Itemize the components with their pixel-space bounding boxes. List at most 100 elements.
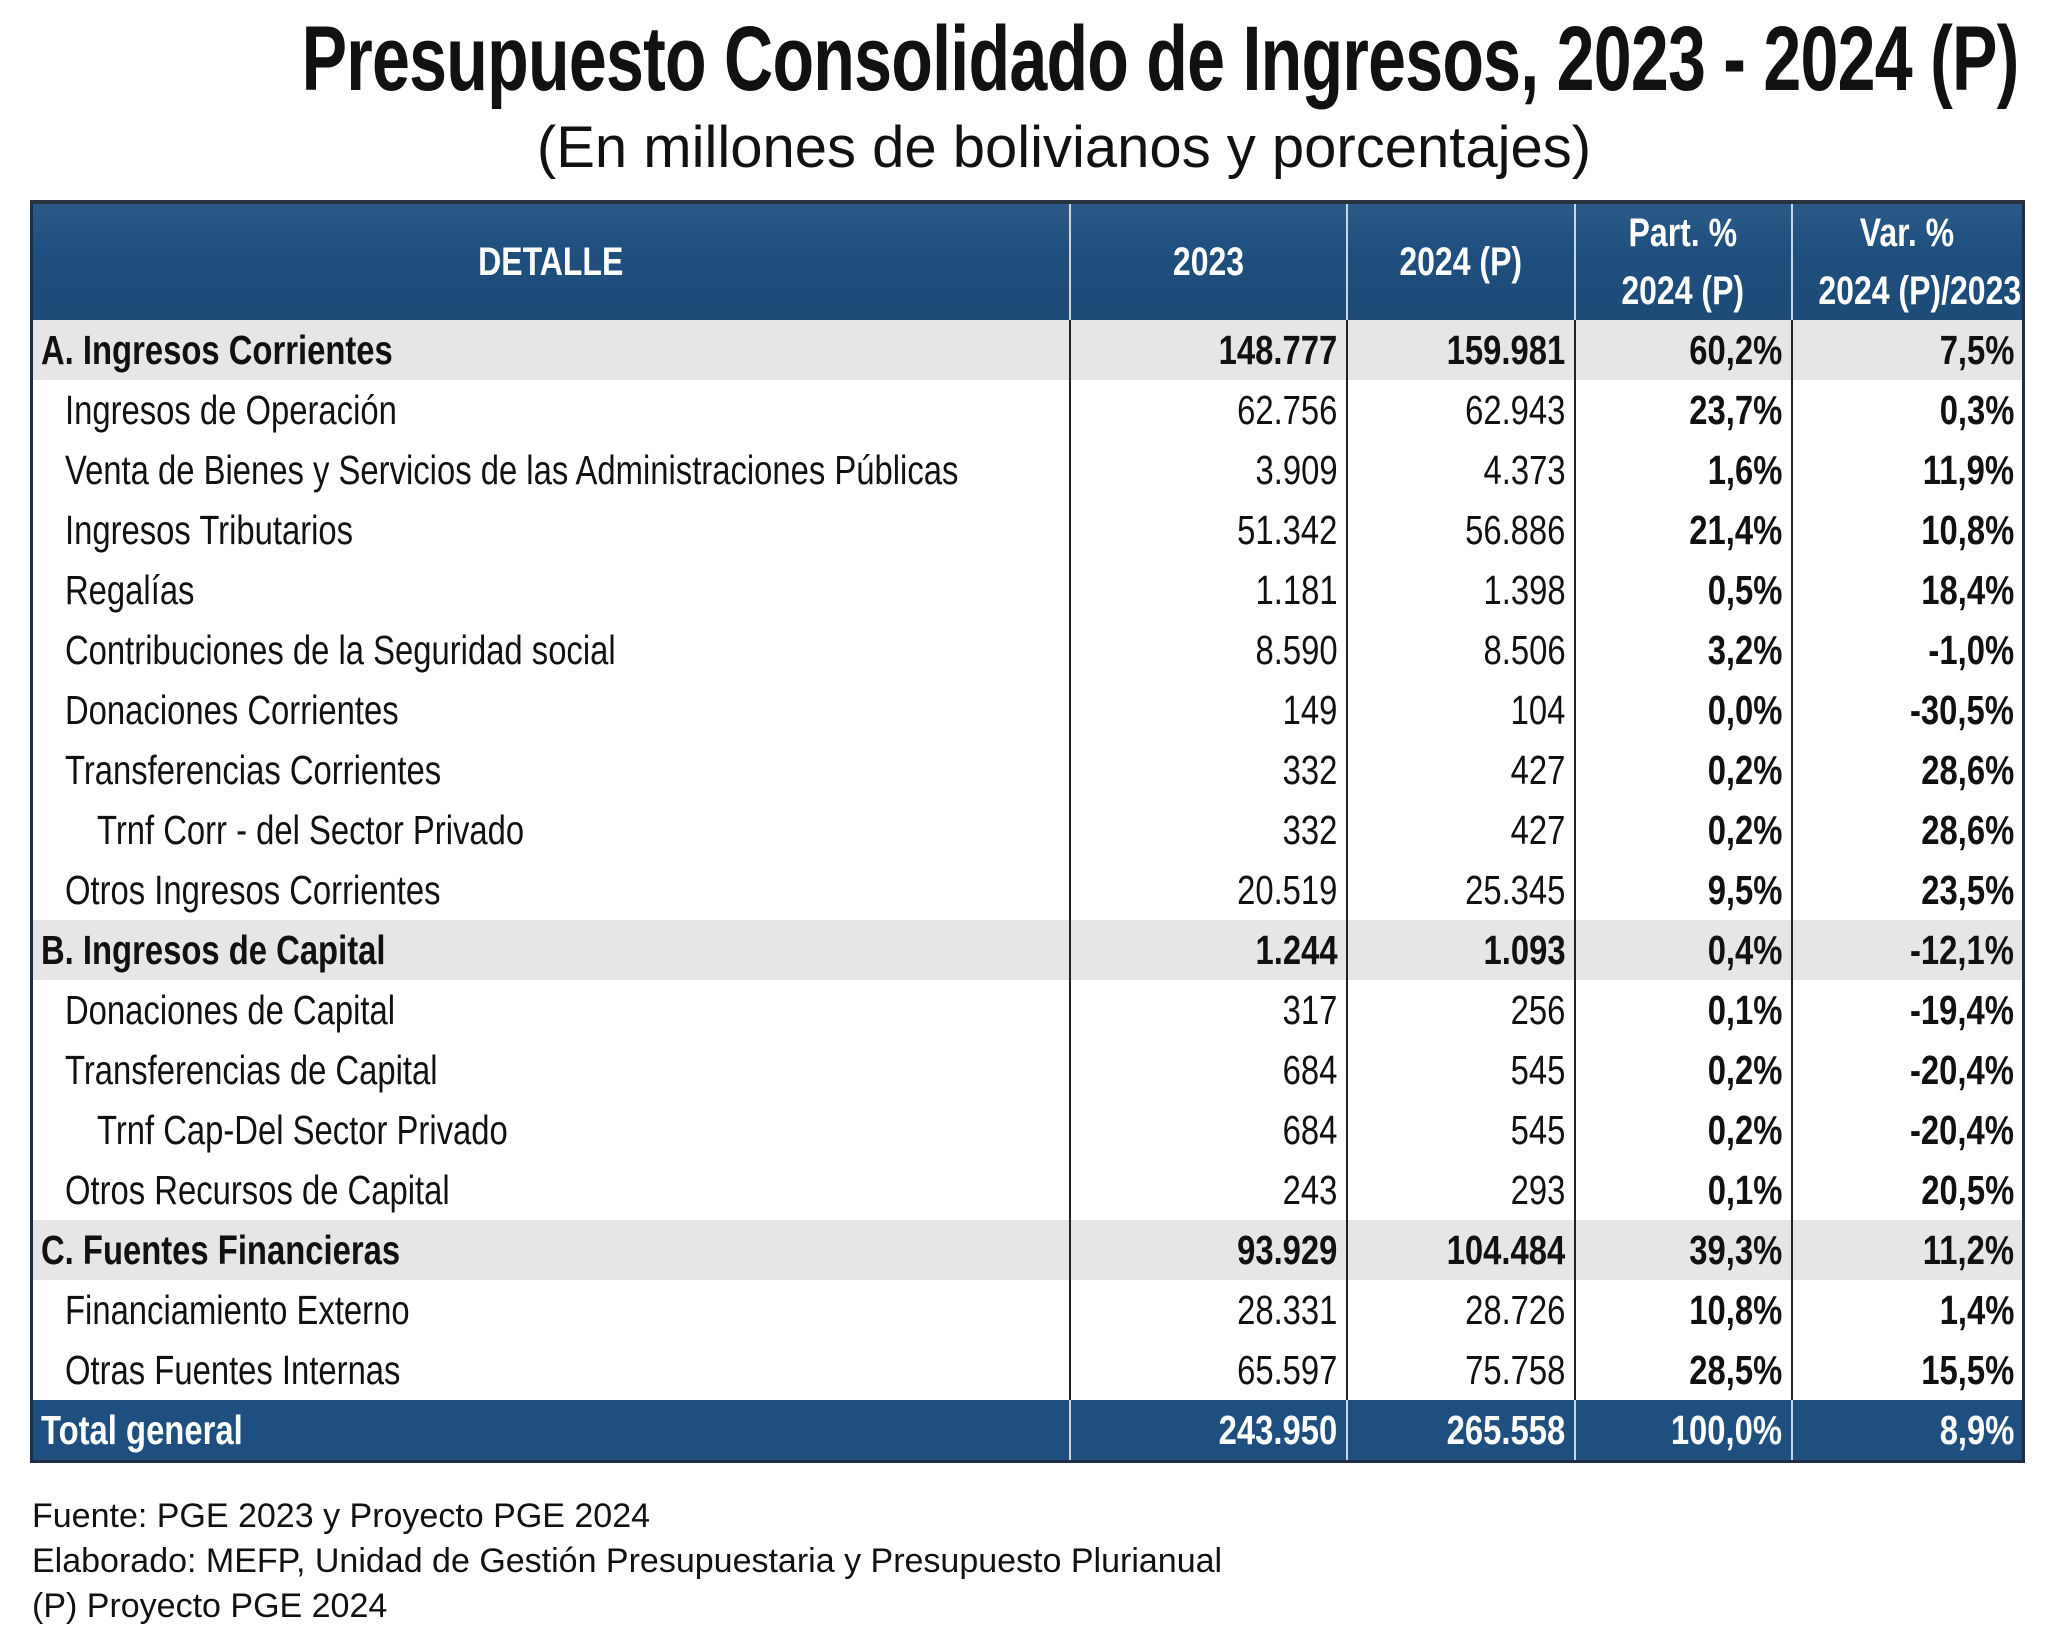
- cell-text: 0,2%: [1707, 746, 1783, 793]
- cell-text: 100,0%: [1671, 1406, 1783, 1453]
- row-label: Donaciones de Capital: [32, 980, 1070, 1040]
- cell-text: 243: [1282, 1166, 1338, 1213]
- row-label: Otros Recursos de Capital: [32, 1160, 1070, 1220]
- cell-text: 317: [1282, 986, 1338, 1033]
- table-row: Otros Recursos de Capital 243 293 0,1% 20,5%: [32, 1160, 2024, 1220]
- cell-text: Trnf Cap-Del Sector Privado: [97, 1106, 508, 1153]
- value-2023: 51.342: [1068, 500, 1347, 560]
- cell-text: 75.758: [1465, 1346, 1566, 1393]
- value-2023: 65.597: [1068, 1340, 1347, 1400]
- header-part: Part. % 2024 (P): [1573, 202, 1792, 320]
- cell-text: 10,8%: [1920, 506, 2014, 553]
- cell-text: -19,4%: [1910, 986, 2014, 1033]
- cell-text: 0,0%: [1707, 686, 1783, 733]
- var-pct: -30,5%: [1790, 680, 2024, 740]
- cell-text: 104.484: [1446, 1226, 1566, 1273]
- row-label: Total general: [31, 1400, 1070, 1463]
- value-2024: 545: [1345, 1040, 1575, 1100]
- value-2024: 293: [1345, 1160, 1575, 1220]
- row-label: Ingresos Tributarios: [32, 500, 1070, 560]
- cell-text: 65.597: [1237, 1346, 1338, 1393]
- cell-text: 104: [1510, 686, 1566, 733]
- part-pct: 1,6%: [1573, 440, 1792, 500]
- cell-text: 4.373: [1483, 446, 1566, 493]
- part-pct: 0,0%: [1573, 680, 1792, 740]
- cell-text: C. Fuentes Financieras: [41, 1226, 401, 1273]
- cell-text: Venta de Bienes y Servicios de las Admin…: [65, 446, 959, 493]
- cell-text: 28.726: [1465, 1286, 1566, 1333]
- cell-text: Contribuciones de la Seguridad social: [65, 626, 616, 673]
- cell-text: Transferencias Corrientes: [65, 746, 442, 793]
- footer-notes: Fuente: PGE 2023 y Proyecto PGE 2024 Ela…: [32, 1494, 1222, 1629]
- table-row: Regalías 1.181 1.398 0,5% 18,4%: [32, 560, 2024, 620]
- part-pct: 0,4%: [1573, 920, 1792, 980]
- value-2024: 1.398: [1345, 560, 1575, 620]
- cell-text: 3.909: [1255, 446, 1338, 493]
- cell-text: -20,4%: [1910, 1046, 2014, 1093]
- cell-text: 545: [1510, 1106, 1566, 1153]
- cell-text: 243.950: [1218, 1406, 1338, 1453]
- part-pct: 0,2%: [1573, 800, 1792, 860]
- table-row: Ingresos Tributarios 51.342 56.886 21,4% 10,…: [32, 500, 2024, 560]
- part-pct: 28,5%: [1573, 1340, 1792, 1400]
- cell-text: 18,4%: [1920, 566, 2014, 613]
- table-row: Trnf Corr - del Sector Privado 332 427 0,2%…: [32, 800, 2024, 860]
- cell-text: Otras Fuentes Internas: [65, 1346, 401, 1393]
- var-pct: 11,2%: [1790, 1220, 2024, 1280]
- table-row: Ingresos de Operación 62.756 62.943 23,7% 0,…: [32, 380, 2024, 440]
- var-pct: 15,5%: [1790, 1340, 2024, 1400]
- row-label: Donaciones Corrientes: [32, 680, 1070, 740]
- header-text: Var. %: [1860, 211, 1955, 255]
- var-pct: 10,8%: [1790, 500, 2024, 560]
- value-2024: 427: [1345, 800, 1575, 860]
- section-row: A. Ingresos Corrientes 148.777 159.981 60,2…: [31, 320, 2024, 380]
- header-text: 2024 (P)/2023: [1817, 269, 2021, 313]
- value-2023: 1.244: [1068, 920, 1347, 980]
- row-label: Otras Fuentes Internas: [32, 1340, 1070, 1400]
- part-pct: 100,0%: [1573, 1400, 1792, 1463]
- cell-text: 684: [1282, 1046, 1338, 1093]
- table-row: Trnf Cap-Del Sector Privado 684 545 0,2% -20…: [32, 1100, 2024, 1160]
- value-2023: 8.590: [1068, 620, 1347, 680]
- value-2024: 104.484: [1345, 1220, 1575, 1280]
- value-2023: 93.929: [1068, 1220, 1347, 1280]
- cell-text: 8.506: [1483, 626, 1566, 673]
- value-2023: 62.756: [1068, 380, 1347, 440]
- var-pct: 23,5%: [1790, 860, 2024, 920]
- part-pct: 0,2%: [1573, 1100, 1792, 1160]
- cell-text: 11,2%: [1922, 1226, 2014, 1273]
- cell-text: 265.558: [1446, 1406, 1566, 1453]
- header-text: Part. %: [1628, 211, 1738, 255]
- cell-text: 11,9%: [1922, 446, 2014, 493]
- part-pct: 9,5%: [1573, 860, 1792, 920]
- header-text: 2024 (P): [1399, 240, 1522, 284]
- cell-text: 25.345: [1465, 866, 1566, 913]
- part-pct: 0,2%: [1573, 1040, 1792, 1100]
- cell-text: 0,4%: [1707, 926, 1783, 973]
- cell-text: 28,5%: [1689, 1346, 1783, 1393]
- cell-text: Trnf Corr - del Sector Privado: [97, 806, 525, 853]
- row-label: A. Ingresos Corrientes: [31, 320, 1070, 380]
- value-2024: 545: [1345, 1100, 1575, 1160]
- value-2023: 20.519: [1068, 860, 1347, 920]
- cell-text: 0,2%: [1707, 1046, 1783, 1093]
- row-label: Ingresos de Operación: [32, 380, 1070, 440]
- cell-text: 8,9%: [1939, 1406, 2014, 1453]
- cell-text: 256: [1510, 986, 1566, 1033]
- var-pct: -12,1%: [1790, 920, 2024, 980]
- value-2023: 3.909: [1068, 440, 1347, 500]
- var-pct: 7,5%: [1790, 320, 2024, 380]
- cell-text: A. Ingresos Corrientes: [41, 326, 393, 373]
- var-pct: -1,0%: [1790, 620, 2024, 680]
- table-row: Donaciones Corrientes 149 104 0,0% -30,5%: [32, 680, 2024, 740]
- value-2024: 28.726: [1345, 1280, 1575, 1340]
- cell-text: Regalías: [65, 566, 195, 613]
- cell-text: 23,7%: [1689, 386, 1783, 433]
- part-pct: 60,2%: [1573, 320, 1792, 380]
- table-row: Transferencias Corrientes 332 427 0,2% 28,6%: [32, 740, 2024, 800]
- part-pct: 39,3%: [1573, 1220, 1792, 1280]
- budget-table: DETALLE 2023 2024 (P) Part. % 2024 (P) Var. %…: [30, 200, 2025, 1463]
- cell-text: B. Ingresos de Capital: [41, 926, 386, 973]
- header-text: 2023: [1172, 240, 1244, 284]
- row-label: Contribuciones de la Seguridad social: [32, 620, 1070, 680]
